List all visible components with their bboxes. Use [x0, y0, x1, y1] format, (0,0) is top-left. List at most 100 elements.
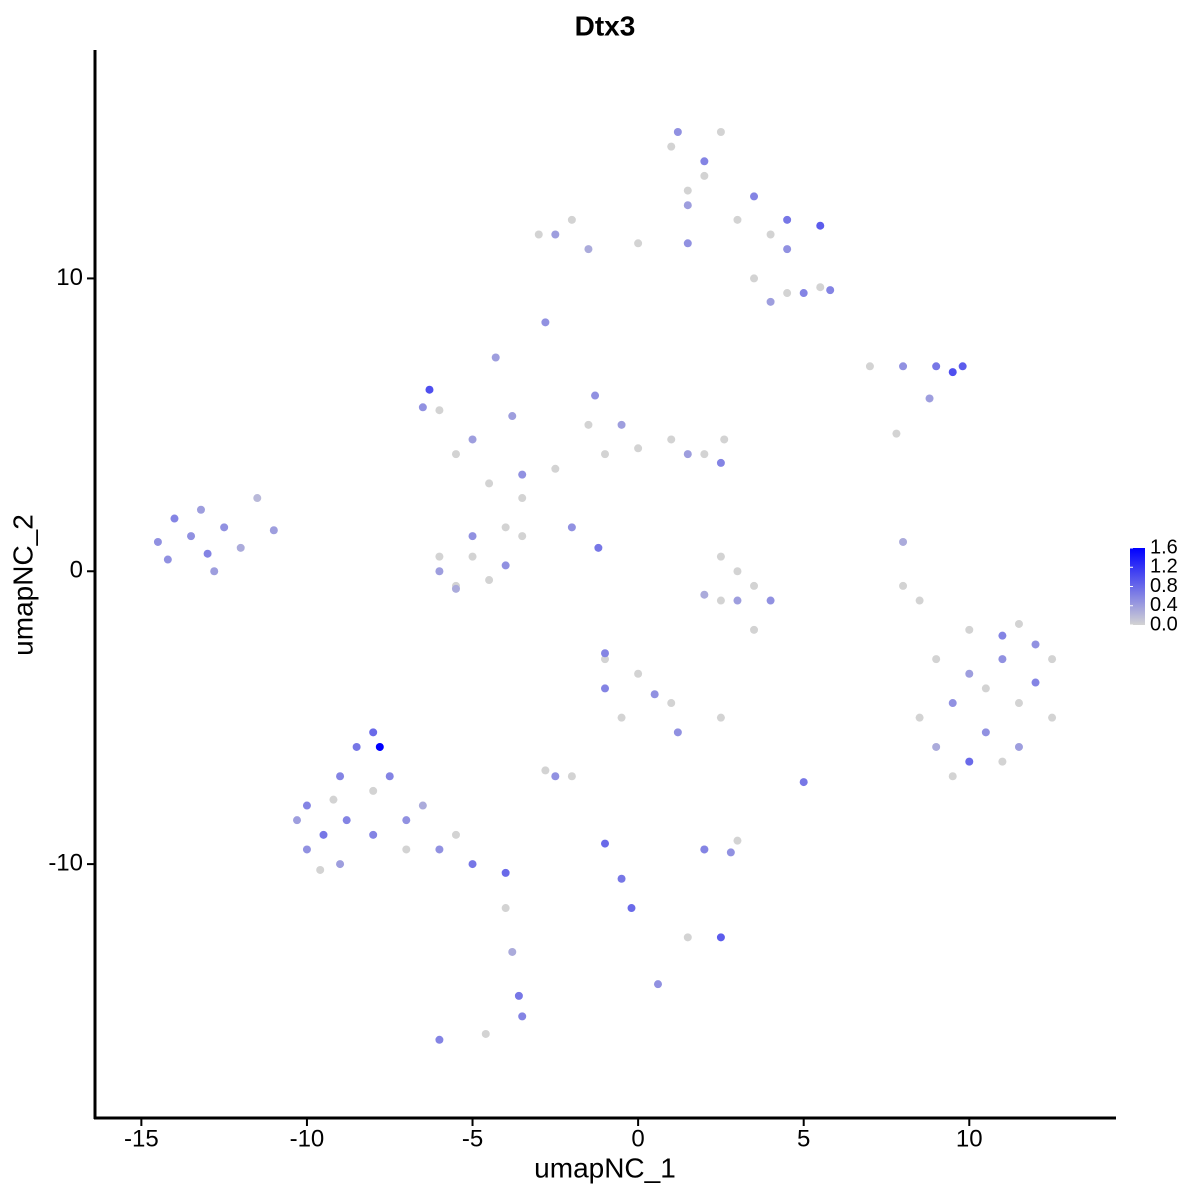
point — [783, 245, 792, 254]
point — [451, 450, 460, 459]
point — [584, 420, 593, 429]
point — [965, 757, 974, 766]
point — [269, 526, 278, 535]
x-tick-label: -15 — [124, 1125, 159, 1152]
point — [865, 362, 874, 371]
point — [518, 1012, 527, 1021]
point — [948, 772, 957, 781]
point — [196, 505, 205, 514]
point — [958, 362, 967, 371]
point — [594, 543, 603, 552]
point — [783, 215, 792, 224]
point — [716, 127, 725, 136]
chart-title: Dtx3 — [575, 10, 636, 41]
point — [501, 904, 510, 913]
point — [551, 230, 560, 239]
point — [518, 470, 527, 479]
point — [293, 816, 302, 825]
point — [1014, 742, 1023, 751]
point — [468, 435, 477, 444]
point — [601, 839, 609, 848]
y-tick-label: -10 — [48, 849, 83, 876]
point — [491, 353, 500, 362]
colorbar-tick-label: 0.0 — [1150, 613, 1178, 635]
point — [203, 549, 212, 558]
point — [653, 980, 662, 989]
point — [948, 699, 957, 708]
point — [1048, 713, 1057, 722]
point — [799, 289, 808, 298]
point — [683, 186, 692, 195]
x-tick-label: -10 — [290, 1125, 325, 1152]
point — [601, 655, 609, 664]
point — [716, 933, 725, 942]
point — [716, 552, 725, 561]
point — [716, 596, 725, 605]
point — [485, 576, 494, 585]
point — [667, 699, 676, 708]
point — [375, 742, 384, 751]
colorbar-tick-label: 1.6 — [1150, 536, 1178, 558]
x-tick-label: 5 — [797, 1125, 810, 1152]
point — [683, 450, 692, 459]
point — [726, 848, 735, 857]
point — [1014, 619, 1023, 628]
point — [601, 649, 609, 658]
point — [948, 368, 957, 377]
point — [485, 479, 494, 488]
x-tick-label: 10 — [956, 1125, 983, 1152]
point — [634, 239, 643, 248]
point — [329, 795, 338, 804]
point — [319, 830, 328, 839]
point — [601, 684, 609, 693]
point — [700, 450, 709, 459]
point — [425, 385, 434, 394]
y-axis-label: umapNC_2 — [7, 514, 38, 656]
point — [518, 532, 527, 541]
point — [716, 458, 725, 467]
x-tick-label: -5 — [462, 1125, 483, 1152]
point — [369, 830, 378, 839]
point — [385, 772, 394, 781]
point — [336, 772, 345, 781]
point — [567, 523, 576, 532]
point — [733, 836, 742, 845]
point — [541, 766, 550, 775]
colorbar — [1130, 548, 1145, 625]
point — [501, 868, 510, 877]
point — [551, 464, 560, 473]
point — [451, 830, 460, 839]
point — [634, 669, 643, 678]
point — [435, 567, 444, 576]
point — [733, 596, 742, 605]
point — [783, 289, 792, 298]
point — [750, 581, 759, 590]
point — [733, 567, 742, 576]
point — [899, 581, 908, 590]
point — [965, 669, 974, 678]
point — [932, 362, 941, 371]
point — [501, 561, 510, 570]
point — [673, 728, 682, 737]
point — [766, 596, 775, 605]
point — [435, 406, 444, 415]
point — [1031, 678, 1040, 687]
point — [220, 523, 229, 532]
point — [481, 1029, 490, 1038]
point — [700, 590, 709, 599]
point — [932, 655, 941, 664]
point — [567, 772, 576, 781]
point — [1048, 655, 1057, 664]
colorbar-tick-label: 0.4 — [1150, 594, 1178, 616]
point — [369, 786, 378, 795]
point — [766, 230, 775, 239]
point — [667, 142, 676, 151]
point — [508, 947, 517, 956]
point — [342, 816, 351, 825]
point — [683, 933, 692, 942]
point — [683, 239, 692, 248]
colorbar-tick-label: 1.2 — [1150, 556, 1178, 578]
point — [700, 157, 709, 166]
point — [998, 655, 1007, 664]
